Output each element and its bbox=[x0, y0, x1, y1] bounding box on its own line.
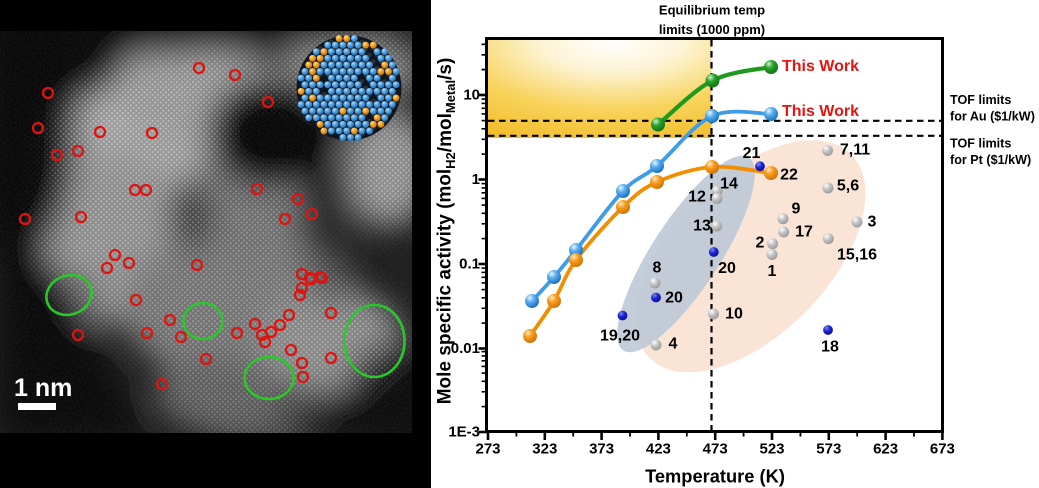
svg-text:0.1: 0.1 bbox=[459, 256, 480, 273]
svg-text:10: 10 bbox=[725, 306, 743, 323]
svg-text:Equilibrium temp: Equilibrium temp bbox=[659, 3, 765, 18]
svg-text:Mole specific activity (molH2/: Mole specific activity (molH2/molMetal/s… bbox=[435, 58, 458, 405]
svg-text:Temperature (K): Temperature (K) bbox=[645, 466, 785, 487]
svg-text:for Au ($1/kW): for Au ($1/kW) bbox=[950, 110, 1035, 124]
svg-text:15,16: 15,16 bbox=[837, 247, 877, 264]
svg-text:This Work: This Work bbox=[782, 103, 859, 120]
svg-text:423: 423 bbox=[646, 441, 671, 458]
svg-text:623: 623 bbox=[873, 441, 898, 458]
svg-text:This Work: This Work bbox=[782, 58, 859, 75]
svg-text:323: 323 bbox=[532, 441, 557, 458]
svg-text:TOF limits: TOF limits bbox=[950, 93, 1011, 107]
svg-text:19,20: 19,20 bbox=[600, 328, 640, 345]
svg-text:7,11: 7,11 bbox=[840, 142, 870, 159]
svg-text:17: 17 bbox=[795, 224, 813, 241]
svg-text:1: 1 bbox=[472, 171, 480, 188]
svg-text:4: 4 bbox=[669, 336, 678, 353]
svg-text:523: 523 bbox=[759, 441, 784, 458]
svg-text:1: 1 bbox=[768, 263, 777, 280]
svg-text:573: 573 bbox=[816, 441, 841, 458]
svg-text:673: 673 bbox=[930, 441, 955, 458]
svg-text:21: 21 bbox=[743, 145, 761, 162]
svg-text:0.01: 0.01 bbox=[451, 340, 480, 357]
svg-text:9: 9 bbox=[792, 201, 801, 218]
svg-text:8: 8 bbox=[653, 260, 662, 277]
svg-text:13: 13 bbox=[693, 218, 711, 235]
svg-text:22: 22 bbox=[780, 167, 798, 184]
svg-text:5,6: 5,6 bbox=[837, 178, 859, 195]
svg-text:473: 473 bbox=[703, 441, 728, 458]
svg-text:2: 2 bbox=[756, 235, 765, 252]
svg-text:TOF limits: TOF limits bbox=[950, 137, 1011, 151]
svg-text:limits (1000 ppm): limits (1000 ppm) bbox=[659, 22, 765, 37]
svg-text:18: 18 bbox=[821, 339, 839, 356]
svg-text:20: 20 bbox=[665, 290, 683, 307]
svg-text:1E-3: 1E-3 bbox=[448, 424, 480, 441]
svg-text:14: 14 bbox=[720, 176, 738, 193]
svg-text:for Pt ($1/kW): for Pt ($1/kW) bbox=[950, 153, 1031, 167]
svg-text:373: 373 bbox=[589, 441, 614, 458]
svg-text:273: 273 bbox=[475, 441, 500, 458]
svg-text:20: 20 bbox=[718, 260, 736, 277]
svg-text:10: 10 bbox=[463, 87, 480, 104]
svg-text:12: 12 bbox=[688, 189, 706, 206]
svg-text:1 nm: 1 nm bbox=[14, 374, 72, 402]
svg-text:3: 3 bbox=[868, 214, 877, 231]
